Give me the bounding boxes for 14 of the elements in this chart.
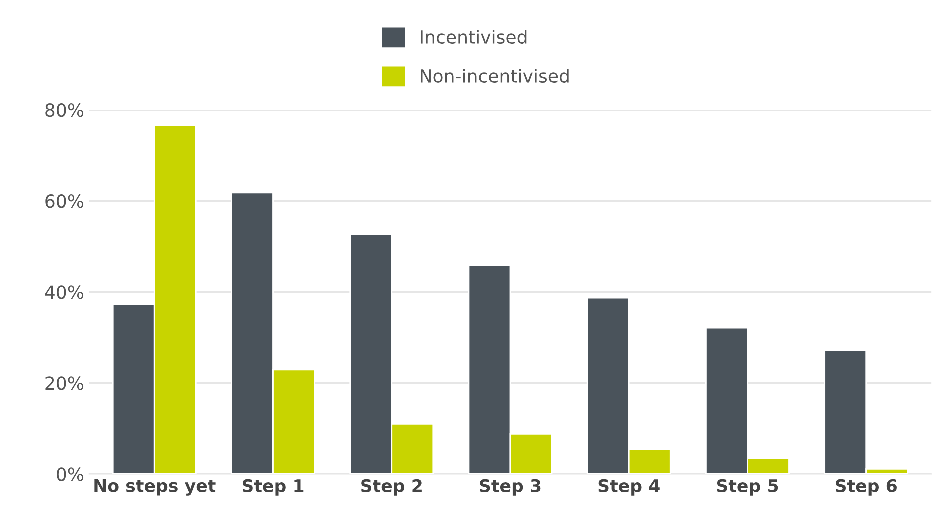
y-tick-label: 60% [46, 194, 84, 208]
x-tick-label: Step 6 [836, 479, 897, 496]
x-tick-label: Step 4 [598, 479, 660, 496]
y-tick-label: 80% [46, 104, 84, 118]
x-tick-label: No steps yet [94, 479, 216, 496]
x-tick-label: Step 2 [362, 479, 422, 496]
x-tick-label: Step 5 [717, 479, 778, 496]
y-tick-label: 40% [45, 286, 84, 300]
y-tick-label: 20% [46, 376, 84, 390]
legend-label: Incentivised [421, 30, 527, 44]
y-tick-label: 0% [57, 468, 84, 482]
x-tick-label: Step 1 [242, 479, 304, 496]
legend-label: Non-incentivised [421, 69, 569, 84]
x-tick-label: Step 3 [480, 479, 541, 496]
